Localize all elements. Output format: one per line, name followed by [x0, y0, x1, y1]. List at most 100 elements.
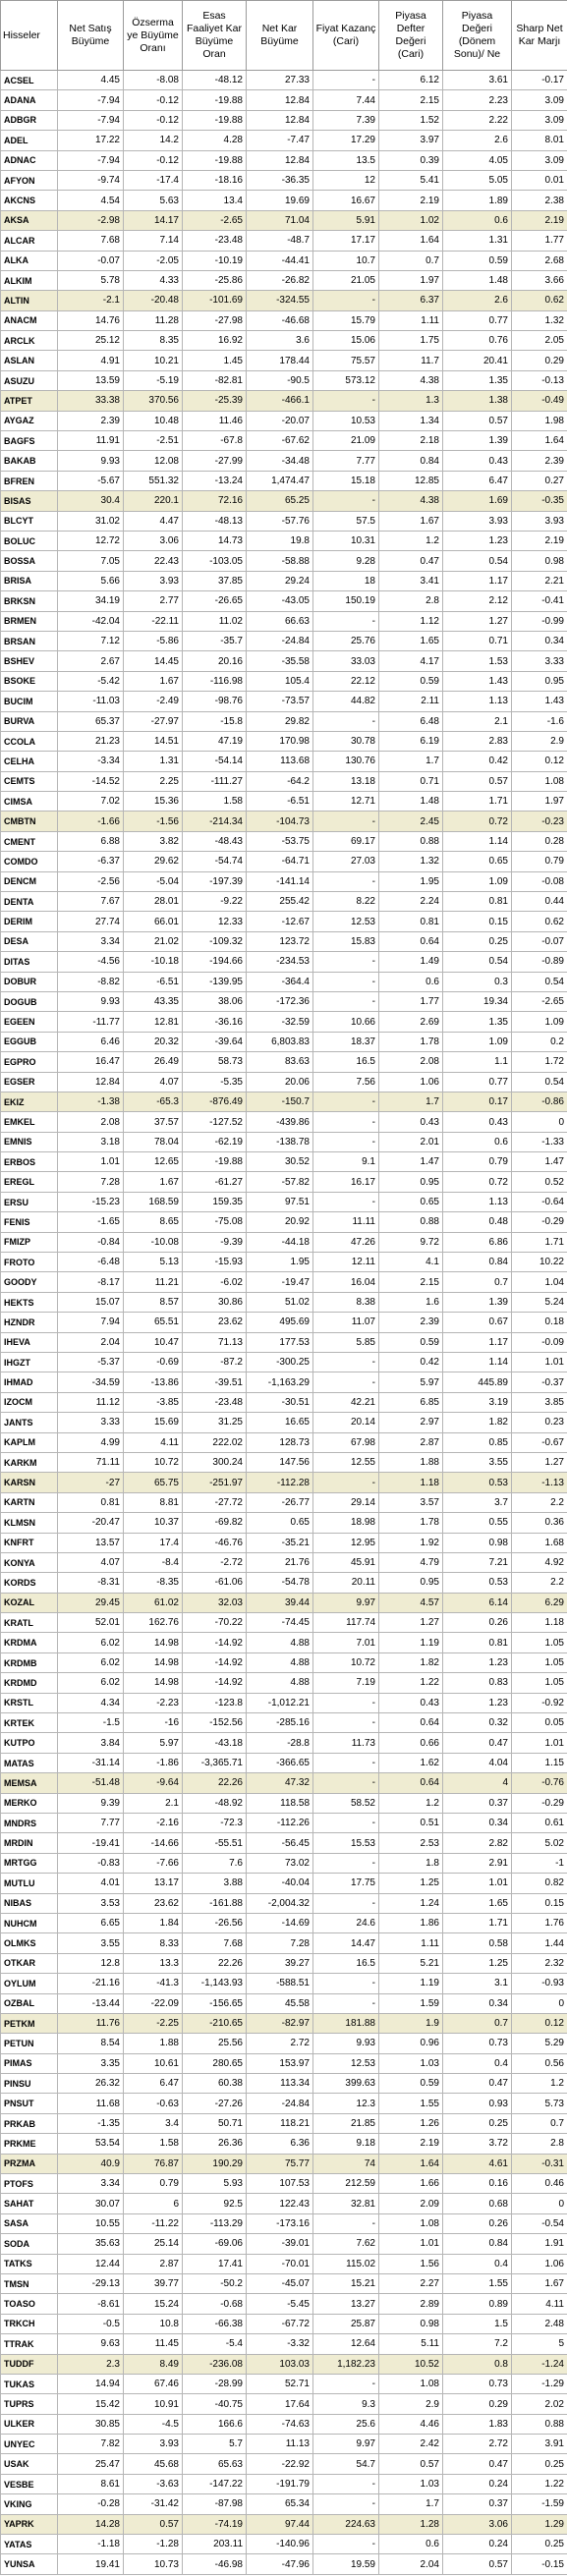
table-row: ALTIN -2.1 -20.48 -101.69 -324.55-6.37 2.6 0.6… — [0, 290, 567, 311]
value-cell: 6.65 — [57, 1912, 124, 1934]
value-cell: 40.9 — [57, 2153, 124, 2175]
value-cell: 30.52 — [246, 1151, 313, 1173]
value-cell: 5.11 — [378, 2333, 443, 2355]
value-cell: 12.08 — [123, 450, 183, 472]
value-cell: 4.57 — [378, 1592, 443, 1614]
value-cell: 92.5 — [182, 2193, 247, 2214]
value-cell: 97.51 — [246, 1191, 313, 1213]
value-cell: 3.72 — [442, 2133, 512, 2155]
table-row: BSOKE -5.42 1.67 -116.98 105.4 22.12 0.59 1.43 0… — [0, 670, 567, 693]
value-cell: 10.31 — [312, 530, 379, 552]
value-cell: 4.17 — [378, 650, 443, 672]
value-cell: 66.01 — [123, 911, 183, 932]
value-cell: -0.17 — [511, 69, 567, 91]
value-cell: 30.85 — [57, 2413, 124, 2436]
value-cell: 0.25 — [442, 930, 512, 953]
value-cell: -0.41 — [511, 590, 567, 612]
value-cell: 0.43 — [378, 1692, 443, 1714]
value-cell: 0.57 — [442, 770, 512, 793]
value-cell: 1.23 — [442, 1652, 512, 1674]
value-cell: 38.06 — [182, 990, 247, 1013]
table-row: ASUZU 13.59 -5.19 -82.81 -90.5 573.12 4.38 1.35… — [0, 369, 567, 392]
value-cell: -8.08 — [123, 69, 183, 91]
value-cell: - — [312, 1191, 379, 1213]
value-cell: 2.19 — [511, 530, 567, 552]
value-cell: 53.54 — [57, 2133, 124, 2155]
value-cell: 3.06 — [442, 2513, 512, 2536]
value-cell: 71.04 — [246, 209, 313, 232]
value-cell: 1.77 — [511, 230, 567, 252]
value-cell: - — [312, 390, 379, 412]
value-cell: 3.09 — [511, 109, 567, 132]
ticker-cell: EGEEN — [0, 1011, 58, 1033]
value-cell: 9.39 — [57, 1792, 124, 1814]
ticker-cell: ALTIN — [0, 290, 58, 311]
value-cell: -0.35 — [511, 490, 567, 512]
value-cell: -69.06 — [182, 2233, 247, 2255]
table-row: YAPRK 14.28 0.57 -74.19 97.44 224.63 1.28 3.06 1… — [0, 2513, 567, 2536]
value-cell: 0.25 — [511, 2453, 567, 2475]
table-row: BURVA 65.37 -27.97 -15.8 29.82-6.48 2.1 -1.6 — [0, 710, 567, 732]
value-cell: 12.3 — [312, 2093, 379, 2114]
value-cell: -9.39 — [182, 1231, 247, 1254]
table-row: AKCNS 4.54 5.63 13.4 19.69 16.67 2.19 1.89 2.38 — [0, 190, 567, 211]
value-cell: 2.87 — [378, 1431, 443, 1453]
table-row: KARTN 0.81 8.81 -27.72 -26.77 29.14 3.57 3.7 2.2 — [0, 1491, 567, 1514]
ticker-cell: MNDRS — [0, 1812, 58, 1834]
value-cell: 3.33 — [57, 1412, 124, 1433]
ticker-cell: MUTLU — [0, 1873, 58, 1894]
ticker-cell: BAGFS — [0, 430, 58, 452]
value-cell: 9.3 — [312, 2393, 379, 2415]
value-cell: 3.6 — [246, 330, 313, 352]
value-cell: -40.04 — [246, 1873, 313, 1894]
value-cell: 20.11 — [312, 1572, 379, 1594]
value-cell: -20.48 — [123, 290, 183, 311]
value-cell: -1.29 — [511, 2373, 567, 2395]
value-cell: 153.97 — [246, 2052, 313, 2075]
value-cell: 0.05 — [511, 1712, 567, 1734]
table-row: IHEVA 2.04 10.47 71.13 177.53 5.85 0.59 1.17 -0.… — [0, 1331, 567, 1354]
ticker-cell: EGPRO — [0, 1051, 58, 1073]
value-cell: 16.5 — [312, 1952, 379, 1975]
value-cell: 255.42 — [246, 891, 313, 913]
value-cell: 16.04 — [312, 1271, 379, 1293]
value-cell: 5.97 — [123, 1732, 183, 1754]
value-cell: 18.37 — [312, 1031, 379, 1053]
value-cell: - — [312, 1372, 379, 1393]
value-cell: 1.05 — [511, 1672, 567, 1694]
value-cell: 2.01 — [378, 1131, 443, 1153]
value-cell: 0.77 — [442, 1071, 512, 1092]
table-row: AFYON -9.74 -17.4 -18.16 -36.35 12 5.41 5.05 0.0… — [0, 169, 567, 192]
table-row: TRKCH -0.5 10.8 -66.38 -67.72 25.87 0.98 1.5 2.4… — [0, 2313, 567, 2335]
value-cell: 1.88 — [378, 1451, 443, 1474]
ticker-cell: KONYA — [0, 1551, 58, 1574]
value-cell: -1.86 — [123, 1752, 183, 1774]
value-cell: -150.7 — [246, 1091, 313, 1113]
value-cell: 13.5 — [312, 149, 379, 171]
value-cell: 0.29 — [511, 350, 567, 371]
value-cell: -61.06 — [182, 1572, 247, 1594]
value-cell: -44.41 — [246, 250, 313, 271]
value-cell: 16.67 — [312, 190, 379, 211]
ticker-cell: CIMSA — [0, 791, 58, 812]
ticker-cell: BISAS — [0, 490, 58, 512]
value-cell: - — [312, 69, 379, 91]
value-cell: 45.58 — [246, 1992, 313, 2014]
value-cell: -11.77 — [57, 1011, 124, 1033]
value-cell: 3.41 — [378, 570, 443, 592]
value-cell: 6.29 — [511, 1592, 567, 1614]
ticker-cell: PRKAB — [0, 2112, 58, 2135]
value-cell: -13.86 — [123, 1372, 183, 1393]
value-cell: 0.54 — [511, 971, 567, 992]
value-cell: 15.42 — [57, 2393, 124, 2415]
value-cell: 2.04 — [57, 1331, 124, 1354]
value-cell: 1.2 — [378, 530, 443, 552]
table-row: ERBOS 1.01 12.65 -19.88 30.52 9.1 1.47 0.79 1.47 — [0, 1151, 567, 1173]
value-cell: 0.73 — [442, 2373, 512, 2395]
value-cell: 5 — [511, 2333, 567, 2355]
value-cell: - — [312, 2534, 379, 2555]
table-row: SASA 10.55 -11.22 -113.29 -173.16-1.08 0.26 -0… — [0, 2212, 567, 2235]
value-cell: 177.53 — [246, 1331, 313, 1354]
value-cell: 0.01 — [511, 169, 567, 192]
value-cell: -4.5 — [123, 2413, 183, 2436]
